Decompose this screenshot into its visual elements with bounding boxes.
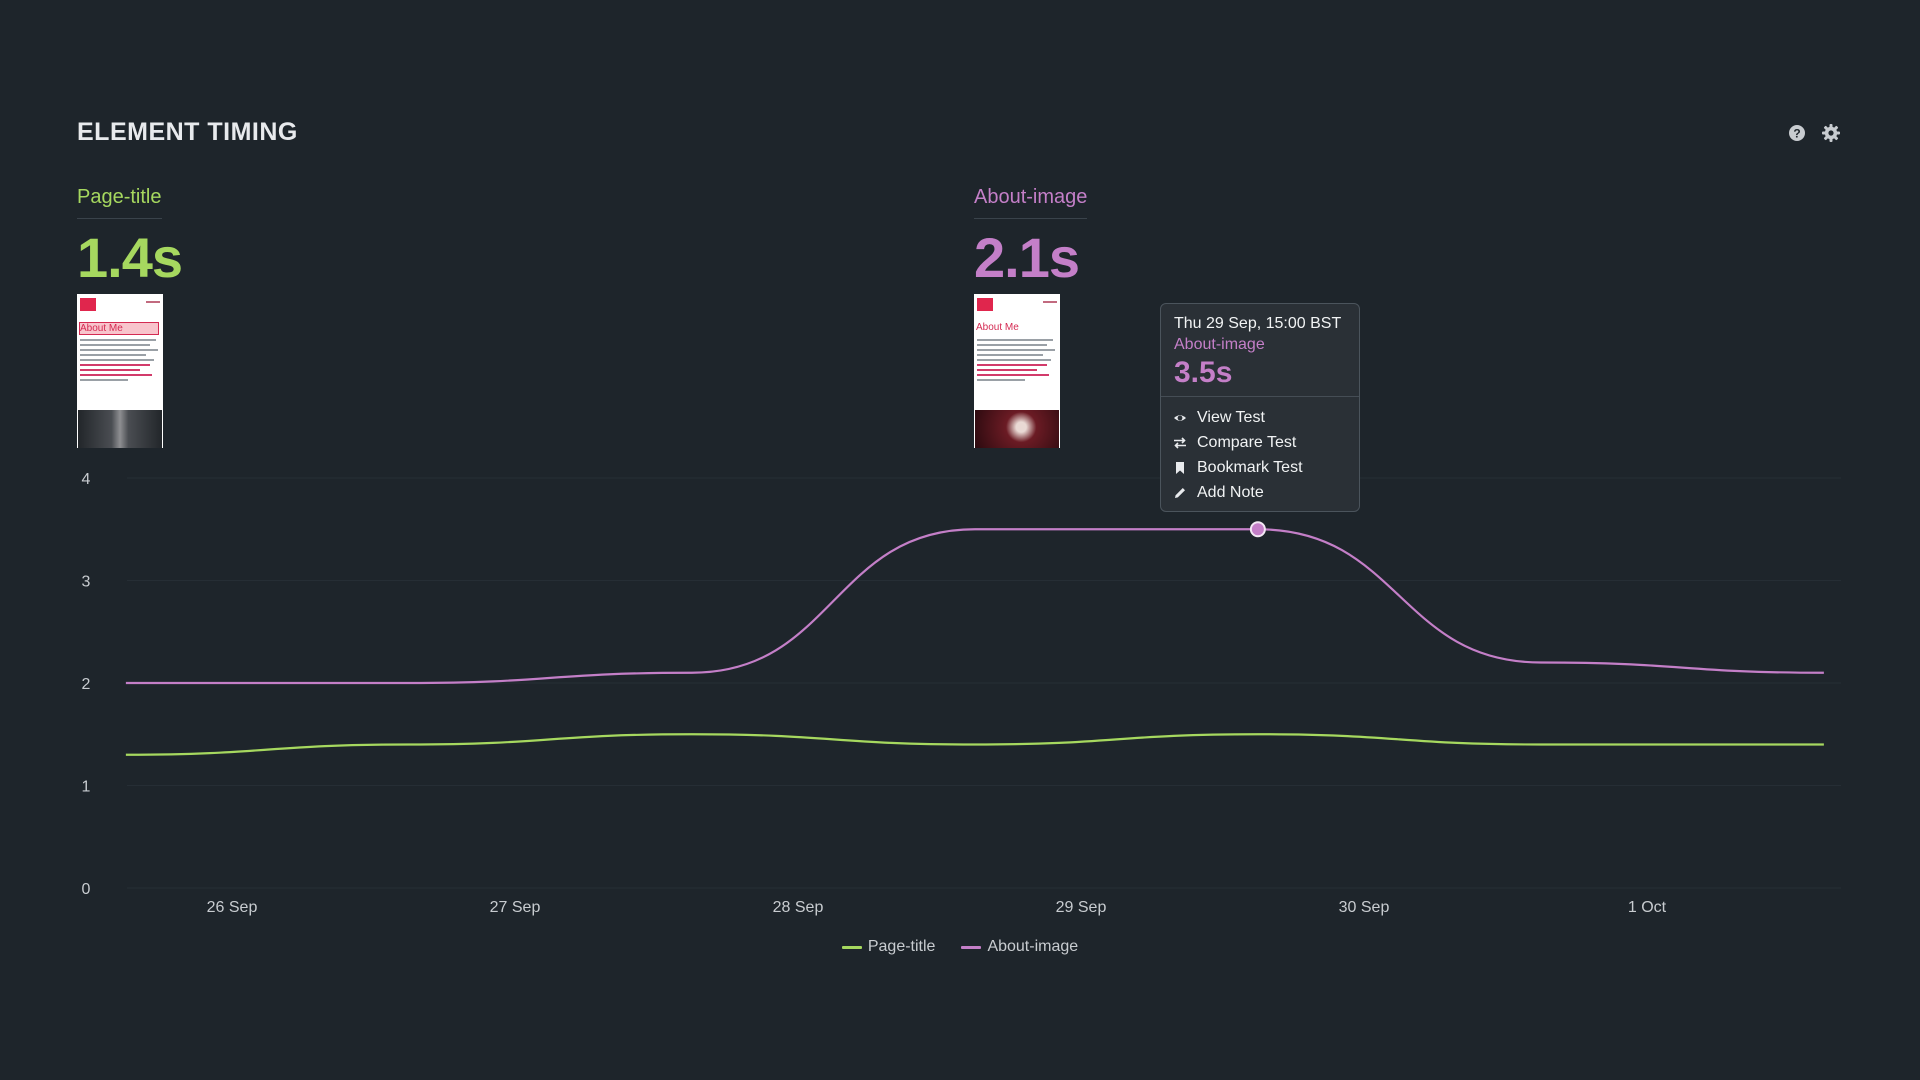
x-tick-label: 29 Sep bbox=[1056, 899, 1107, 916]
svg-text:?: ? bbox=[1793, 127, 1800, 141]
thumbnail-photo bbox=[78, 410, 162, 448]
metric-about-image: About-image 2.1s bbox=[974, 186, 1088, 290]
y-tick-label: 0 bbox=[82, 881, 91, 898]
metric-value: 2.1s bbox=[974, 226, 1080, 289]
highlighted-data-point[interactable] bbox=[1249, 521, 1266, 538]
filmstrip-thumbnail-page-title[interactable]: About Me bbox=[77, 294, 163, 448]
menu-icon bbox=[146, 301, 160, 303]
compare-test-button[interactable]: Compare Test bbox=[1173, 430, 1303, 455]
data-point-tooltip: Thu 29 Sep, 15:00 BST About-image 3.5s V… bbox=[1160, 303, 1360, 512]
x-tick-label: 30 Sep bbox=[1339, 899, 1390, 916]
pencil-icon bbox=[1175, 487, 1185, 498]
bookmark-icon bbox=[1176, 461, 1184, 474]
legend-item-about-image[interactable]: About-image bbox=[961, 938, 1078, 956]
tooltip-series: About-image bbox=[1174, 336, 1265, 353]
tooltip-value: 3.5s bbox=[1174, 356, 1233, 389]
series-line-about-image[interactable] bbox=[125, 528, 1824, 685]
add-note-button[interactable]: Add Note bbox=[1173, 480, 1303, 505]
menu-label: Bookmark Test bbox=[1197, 458, 1303, 476]
panel-title: ELEMENT TIMING bbox=[77, 118, 298, 146]
x-tick-label: 27 Sep bbox=[490, 899, 541, 916]
view-test-button[interactable]: View Test bbox=[1173, 405, 1303, 430]
filmstrip-thumbnail-about-image[interactable]: About Me bbox=[974, 294, 1060, 448]
legend-label: About-image bbox=[987, 938, 1079, 955]
menu-icon bbox=[1043, 301, 1057, 303]
thumbnail-text bbox=[977, 339, 1057, 384]
legend-swatch bbox=[961, 945, 982, 949]
y-tick-label: 3 bbox=[82, 574, 91, 591]
element-timing-chart: 0 1 2 3 4 26 Sep 27 Sep 28 Sep 29 Sep 30 Sep 1 Oct bbox=[81, 471, 1824, 916]
metric-page-title: Page-title 1.4s bbox=[77, 186, 183, 290]
menu-label: Compare Test bbox=[1197, 433, 1297, 451]
legend-swatch bbox=[841, 945, 862, 949]
tooltip-menu: View Test Compare Test Bookmark Test Add… bbox=[1173, 405, 1303, 505]
swap-icon bbox=[1174, 436, 1186, 449]
site-logo bbox=[80, 298, 96, 311]
header-icons: ? bbox=[1787, 123, 1841, 143]
menu-label: Add Note bbox=[1197, 483, 1264, 501]
metric-label: About-image bbox=[974, 186, 1088, 219]
metric-label: Page-title bbox=[77, 186, 162, 219]
series-line-page-title[interactable] bbox=[125, 733, 1824, 756]
y-tick-label: 4 bbox=[82, 471, 91, 488]
x-tick-label: 28 Sep bbox=[773, 899, 824, 916]
eye-icon bbox=[1174, 414, 1186, 421]
y-tick-label: 2 bbox=[82, 676, 91, 693]
help-icon[interactable]: ? bbox=[1787, 123, 1807, 143]
legend-item-page-title[interactable]: Page-title bbox=[841, 938, 936, 956]
metric-value: 1.4s bbox=[77, 226, 183, 289]
y-tick-label: 1 bbox=[82, 779, 91, 796]
thumbnail-heading: About Me bbox=[976, 322, 1019, 333]
x-tick-label: 26 Sep bbox=[207, 899, 258, 916]
thumbnail-heading: About Me bbox=[79, 322, 159, 335]
thumbnail-photo bbox=[975, 410, 1059, 448]
thumbnail-text bbox=[80, 339, 160, 384]
chart-legend: Page-title About-image bbox=[0, 938, 1920, 956]
legend-label: Page-title bbox=[867, 938, 936, 955]
gear-icon[interactable] bbox=[1821, 123, 1841, 143]
bookmark-test-button[interactable]: Bookmark Test bbox=[1173, 455, 1303, 480]
tooltip-date: Thu 29 Sep, 15:00 BST bbox=[1174, 315, 1342, 332]
menu-label: View Test bbox=[1197, 408, 1265, 426]
tooltip-divider bbox=[1161, 396, 1359, 397]
x-tick-label: 1 Oct bbox=[1628, 899, 1667, 916]
site-logo bbox=[977, 298, 993, 311]
